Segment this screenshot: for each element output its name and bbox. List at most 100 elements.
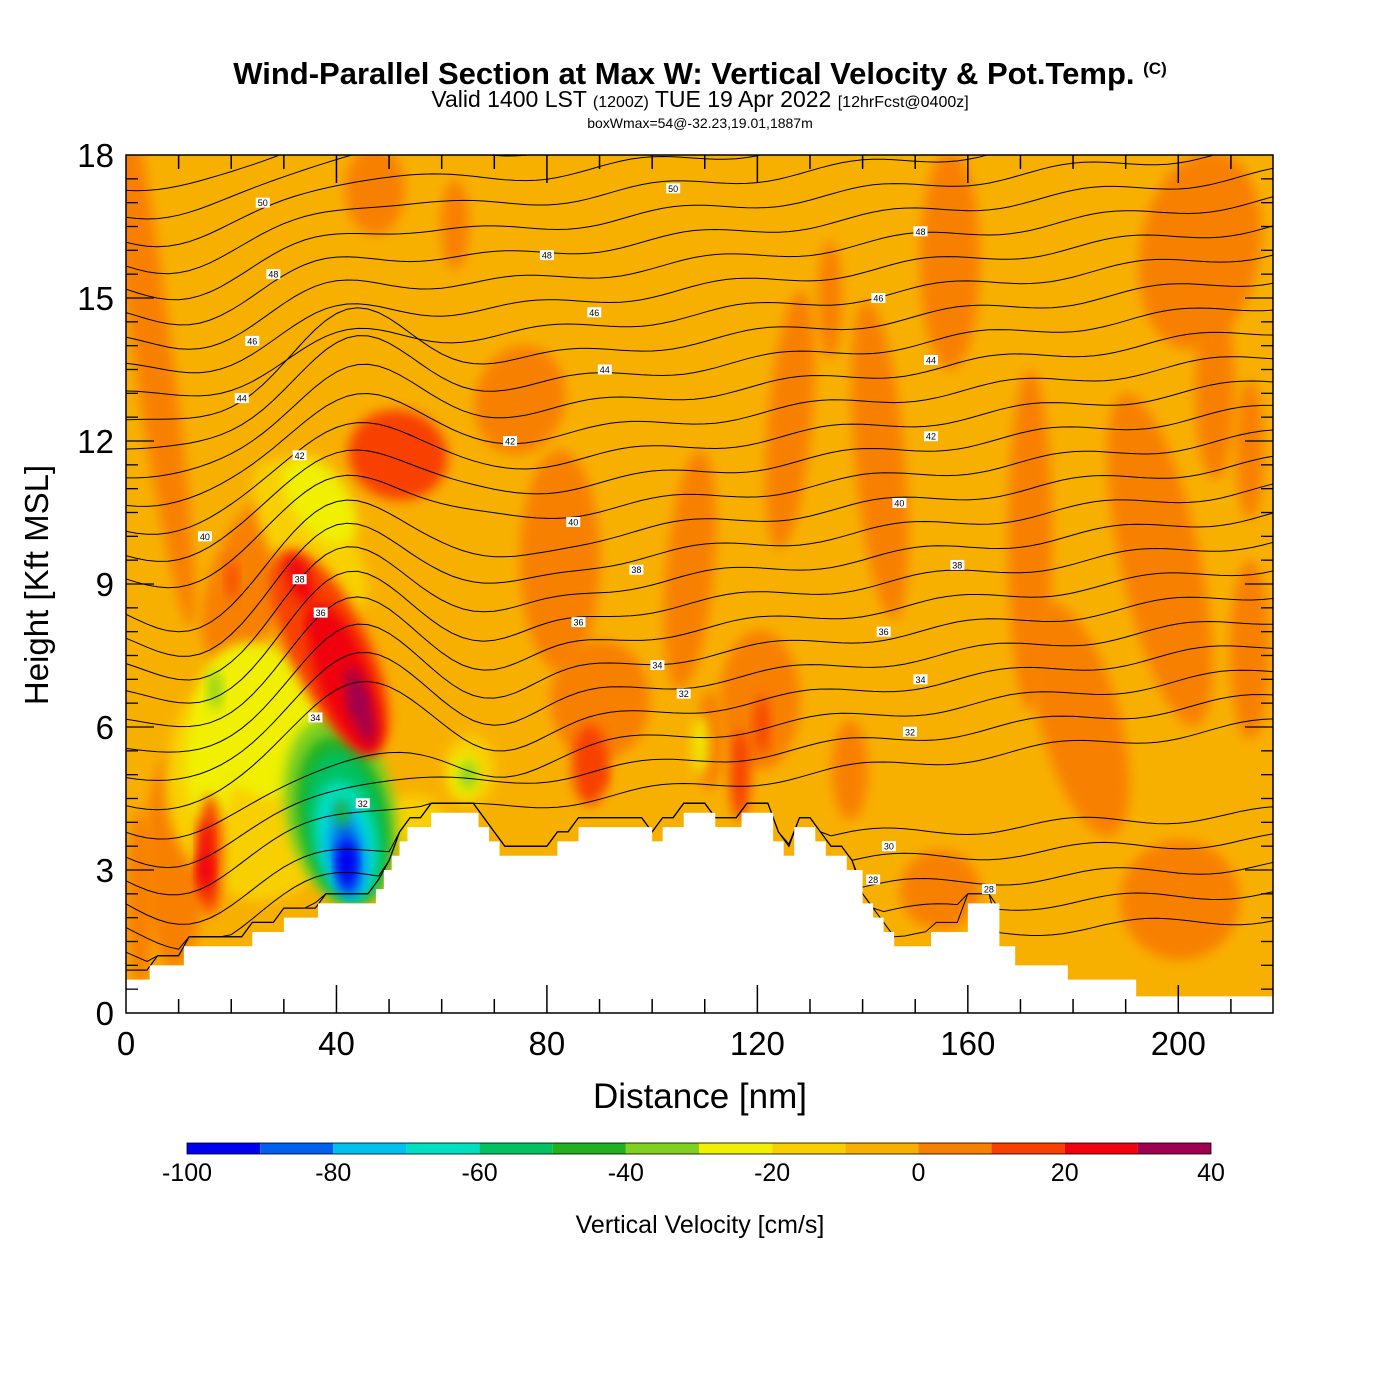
x-tick-label: 200 xyxy=(1151,1025,1206,1062)
colorbar-frame xyxy=(186,1142,1212,1155)
theta-label: 28 xyxy=(984,885,994,895)
theta-label: 48 xyxy=(542,251,552,261)
theta-label: 44 xyxy=(926,355,936,365)
theta-label-bg xyxy=(571,617,586,628)
y-axis-label: Height [Kft MSL] xyxy=(18,465,55,705)
subtitle-valid: Valid 1400 LST xyxy=(431,86,587,112)
theta-label-bg xyxy=(666,183,681,194)
theta-label: 48 xyxy=(915,227,925,237)
theta-label: 32 xyxy=(358,799,368,809)
theta-label: 44 xyxy=(600,365,610,375)
theta-label-bg xyxy=(566,517,581,528)
theta-label-bg xyxy=(892,497,907,508)
theta-label-bg xyxy=(503,436,518,446)
colorbar-swatch xyxy=(1137,1143,1211,1154)
y-tick-label: 3 xyxy=(96,852,114,889)
velocity-feature-upper-updraft xyxy=(413,450,428,479)
colorbar-label: Vertical Velocity [cm/s] xyxy=(576,1211,825,1239)
theta-label: 38 xyxy=(295,575,305,585)
y-tick-label: 15 xyxy=(77,280,114,317)
y-tick-label: 9 xyxy=(96,566,114,603)
theta-label: 42 xyxy=(505,437,515,447)
theta-label-bg xyxy=(950,559,965,570)
theta-label-bg xyxy=(924,431,939,442)
theta-label: 46 xyxy=(247,336,257,346)
colorbar-swatch xyxy=(772,1143,846,1154)
colorbar: -100 -80 -60 -40 -20 0 20 40 xyxy=(162,1142,1225,1187)
theta-label: 34 xyxy=(652,661,662,671)
x-tick-label: 160 xyxy=(940,1025,995,1062)
theta-label-bg xyxy=(539,250,554,261)
x-tick-label: 0 xyxy=(117,1025,135,1062)
theta-label: 28 xyxy=(868,875,878,885)
theta-label-bg xyxy=(913,674,928,685)
theta-label: 34 xyxy=(915,675,925,685)
theta-label-bg xyxy=(876,626,891,637)
theta-label: 34 xyxy=(310,713,320,723)
plot-area: 50 50 48 48 48 46 46 46 44 44 44 42 42 42 40 40 40 38 38 38… xyxy=(126,155,1273,1013)
theta-label: 50 xyxy=(258,198,268,208)
x-tick-label: 80 xyxy=(529,1025,566,1062)
velocity-feature-low-updraft xyxy=(197,856,212,884)
theta-label: 50 xyxy=(668,184,678,194)
colorbar-tick-label: 20 xyxy=(1051,1159,1079,1187)
colorbar-swatch xyxy=(625,1143,699,1154)
colorbar-tick-label: -60 xyxy=(462,1159,498,1187)
theta-label-bg xyxy=(355,798,370,809)
colorbar-tick-label: 40 xyxy=(1197,1159,1225,1187)
x-axis: 0 40 80 120 160 200 xyxy=(117,155,1232,1062)
theta-label: 40 xyxy=(894,498,904,508)
theta-label-bg xyxy=(871,293,886,303)
colorbar-swatch xyxy=(991,1143,1065,1154)
colorbar-tick-label: -100 xyxy=(162,1159,212,1187)
colorbar-swatch xyxy=(479,1143,553,1154)
theta-label-bg xyxy=(234,393,249,404)
colorbar-swatch xyxy=(845,1143,919,1154)
colorbar-swatch xyxy=(918,1143,992,1154)
theta-label: 36 xyxy=(573,618,583,628)
theta-label: 32 xyxy=(905,727,915,737)
box-info: boxWmax=54@-32.23,19.01,1887m xyxy=(587,115,813,131)
terrain xyxy=(126,812,1273,1013)
colorbar-swatch xyxy=(552,1143,626,1154)
theta-label: 32 xyxy=(679,689,689,699)
theta-label-bg xyxy=(313,607,328,618)
theta-label-bg xyxy=(924,354,939,365)
theta-label: 48 xyxy=(268,270,278,280)
theta-label: 38 xyxy=(631,565,641,575)
theta-label: 46 xyxy=(873,294,883,304)
subtitle-utc: (1200Z) xyxy=(592,94,649,111)
y-tick-label: 0 xyxy=(96,995,114,1032)
x-tick-label: 40 xyxy=(318,1025,355,1062)
theta-label-bg xyxy=(676,688,691,699)
subtitle-date: TUE 19 Apr 2022 xyxy=(654,86,832,112)
velocity-feature-updraft-core xyxy=(350,689,365,718)
theta-label-bg xyxy=(866,874,881,885)
velocity-field xyxy=(126,155,1270,990)
theta-label: 42 xyxy=(295,451,305,461)
theta-label-bg xyxy=(629,564,644,575)
theta-label: 36 xyxy=(316,608,326,618)
theta-label: 44 xyxy=(237,394,247,404)
theta-label-bg xyxy=(292,450,307,461)
x-tick-label: 120 xyxy=(730,1025,785,1062)
theta-label: 40 xyxy=(200,532,210,542)
theta-label: 36 xyxy=(879,627,889,637)
y-tick-label: 18 xyxy=(77,137,114,174)
colorbar-tick-label: -80 xyxy=(315,1159,351,1187)
velocity-feature-downdraft-core xyxy=(339,846,354,875)
colorbar-swatch xyxy=(333,1143,407,1154)
colorbar-swatch xyxy=(260,1143,334,1154)
theta-label-bg xyxy=(981,884,996,895)
colorbar-tick-label: -20 xyxy=(754,1159,790,1187)
theta-label: 30 xyxy=(884,842,894,852)
x-axis-label: Distance [nm] xyxy=(593,1077,807,1116)
theta-label-bg xyxy=(308,712,323,723)
theta-label: 42 xyxy=(926,432,936,442)
theta-label-bg xyxy=(881,841,896,852)
theta-label-bg xyxy=(266,269,281,280)
theta-label: 38 xyxy=(952,560,962,570)
theta-label-bg xyxy=(650,660,665,671)
y-tick-label: 12 xyxy=(77,423,114,460)
